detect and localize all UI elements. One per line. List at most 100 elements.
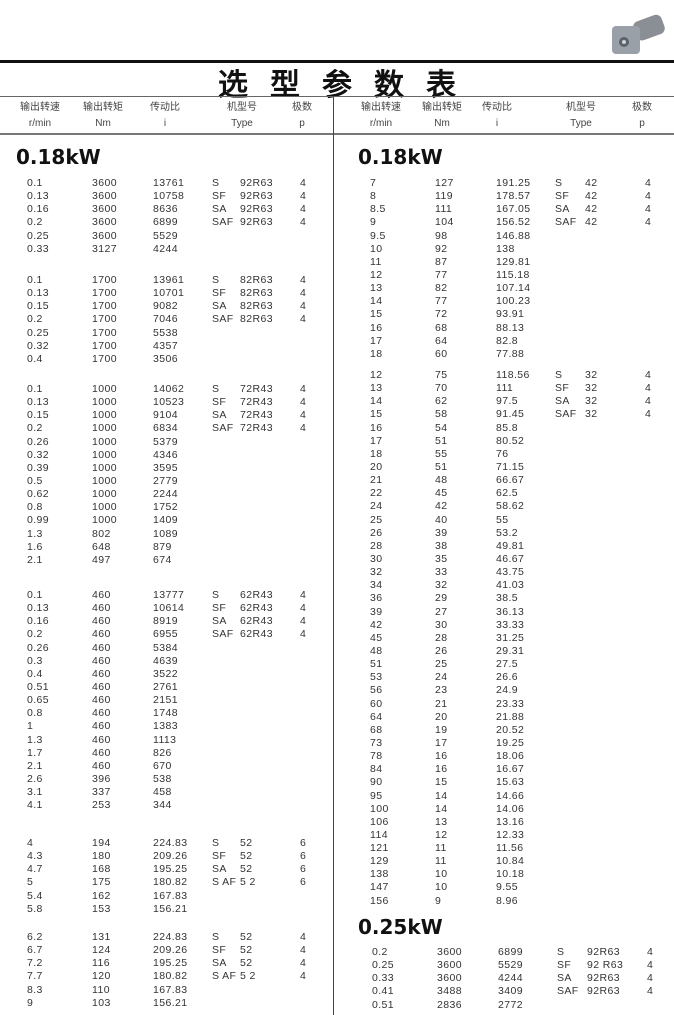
cell-ratio: 10614 bbox=[153, 602, 185, 615]
cell-speed: 0.4 bbox=[27, 352, 43, 365]
cell-speed: 0.4 bbox=[27, 667, 43, 680]
gear-motor-image bbox=[612, 14, 665, 54]
cell-ratio: 167.83 bbox=[153, 889, 188, 902]
cell-speed: 6.7 bbox=[27, 944, 43, 957]
cell-torque: 3600 bbox=[437, 946, 462, 958]
cell-speed: 0.41 bbox=[372, 985, 395, 998]
cell-speed: 2.1 bbox=[27, 553, 43, 566]
cell-torque: 460 bbox=[92, 746, 111, 759]
cell-speed: 7 bbox=[370, 177, 377, 189]
cell-ratio: 71.15 bbox=[496, 460, 525, 473]
cell-speed: 16 bbox=[370, 321, 383, 334]
cell-ratio: 8919 bbox=[153, 615, 178, 628]
cell-torque: 16 bbox=[435, 763, 448, 776]
cell-ratio: 156.52 bbox=[496, 216, 531, 229]
header-bottom-rule bbox=[0, 133, 674, 135]
cell-poles: 4 bbox=[300, 274, 307, 286]
cell-torque: 110 bbox=[92, 983, 110, 996]
cell-speed: 0.1 bbox=[27, 177, 43, 189]
cell-ratio: 14062 bbox=[153, 383, 185, 395]
cell-frame: 52 bbox=[240, 837, 253, 849]
cell-speed: 0.32 bbox=[27, 448, 50, 461]
cell-poles: 4 bbox=[300, 944, 307, 957]
cell-ratio: 24.9 bbox=[496, 684, 519, 697]
cell-ratio: 91.45 bbox=[496, 408, 525, 421]
cell-torque: 1000 bbox=[92, 383, 117, 395]
cell-ratio: 77.88 bbox=[496, 347, 525, 360]
cell-torque: 30 bbox=[435, 618, 448, 631]
cell-ratio: 167.05 bbox=[496, 203, 531, 216]
cell-ratio: 13777 bbox=[153, 589, 185, 601]
cell-frame: 92R63 bbox=[240, 177, 273, 189]
cell-speed: 30 bbox=[370, 552, 383, 565]
cell-torque: 1000 bbox=[92, 474, 117, 487]
column-header-unit: Type bbox=[231, 118, 253, 129]
cell-torque: 13 bbox=[435, 815, 448, 828]
column-header: 输出转矩 Nm bbox=[422, 100, 462, 132]
cell-speed: 10 bbox=[370, 242, 383, 255]
cell-speed: 56 bbox=[370, 684, 383, 697]
cell-ratio: 13761 bbox=[153, 177, 185, 189]
cell-ratio: 23.33 bbox=[496, 697, 525, 710]
cell-torque: 396 bbox=[92, 772, 111, 785]
cell-frame: 72R43 bbox=[240, 409, 273, 422]
cell-speed: 18 bbox=[370, 447, 383, 460]
cell-torque: 3600 bbox=[92, 216, 117, 229]
cell-poles: 4 bbox=[647, 985, 654, 998]
cell-ratio: 9082 bbox=[153, 300, 178, 313]
cell-torque: 3600 bbox=[437, 959, 462, 972]
cell-ratio: 10758 bbox=[153, 190, 185, 203]
cell-poles: 4 bbox=[647, 959, 654, 972]
cell-frame: 42 bbox=[585, 203, 598, 216]
cell-poles: 4 bbox=[300, 203, 307, 216]
cell-speed: 156 bbox=[370, 894, 389, 907]
cell-frame: 92R63 bbox=[587, 946, 620, 958]
cell-ratio: 53.2 bbox=[496, 526, 519, 539]
cell-speed: 9.5 bbox=[370, 229, 386, 242]
page-title: 选型参数表 bbox=[218, 68, 478, 103]
cell-ratio: 5529 bbox=[153, 229, 178, 242]
cell-torque: 26 bbox=[435, 644, 448, 657]
cell-speed: 6.2 bbox=[27, 931, 43, 943]
cell-speed: 4.1 bbox=[27, 799, 43, 812]
cell-speed: 4.7 bbox=[27, 863, 43, 876]
cell-torque: 1700 bbox=[92, 287, 117, 300]
cell-ratio: 6834 bbox=[153, 422, 178, 435]
cell-ratio: 18.06 bbox=[496, 750, 525, 763]
cell-frame: 52 bbox=[240, 863, 253, 876]
cell-torque: 98 bbox=[435, 229, 448, 242]
cell-frame: 52 bbox=[240, 957, 253, 970]
cell-torque: 168 bbox=[92, 863, 111, 876]
cell-ratio: 180.82 bbox=[153, 876, 188, 889]
cell-poles: 4 bbox=[300, 383, 307, 395]
cell-ratio: 107.14 bbox=[496, 282, 531, 295]
cell-speed: 0.51 bbox=[372, 998, 395, 1011]
cell-speed: 48 bbox=[370, 644, 383, 657]
column-header-cn: 极数 bbox=[632, 102, 652, 113]
cell-ratio: 66.67 bbox=[496, 474, 525, 487]
cell-ratio: 3409 bbox=[498, 985, 523, 998]
cell-torque: 70 bbox=[435, 382, 448, 395]
cell-speed: 100 bbox=[370, 802, 389, 815]
cell-ratio: 7046 bbox=[153, 313, 178, 326]
cell-frame: 92R63 bbox=[240, 203, 273, 216]
cell-frame: 5 2 bbox=[240, 970, 256, 983]
column-header-unit: i bbox=[163, 118, 167, 129]
cell-series: SF bbox=[212, 396, 227, 409]
cell-ratio: 11.56 bbox=[496, 842, 524, 855]
cell-ratio: 178.57 bbox=[496, 190, 531, 203]
cell-poles: 4 bbox=[647, 946, 654, 958]
cell-speed: 42 bbox=[370, 618, 383, 631]
cell-series: SF bbox=[555, 190, 570, 203]
cell-frame: 32 bbox=[585, 382, 598, 395]
cell-torque: 460 bbox=[92, 641, 111, 654]
column-header: 机型号 Type bbox=[227, 100, 257, 132]
cell-ratio: 9.55 bbox=[496, 881, 519, 894]
cell-ratio: 1089 bbox=[153, 527, 178, 540]
cell-speed: 0.8 bbox=[27, 707, 43, 720]
cell-ratio: 27.5 bbox=[496, 658, 519, 671]
cell-ratio: 344 bbox=[153, 799, 172, 812]
cell-frame: 82R63 bbox=[240, 274, 273, 286]
cell-ratio: 1748 bbox=[153, 707, 178, 720]
cell-ratio: 26.6 bbox=[496, 671, 519, 684]
